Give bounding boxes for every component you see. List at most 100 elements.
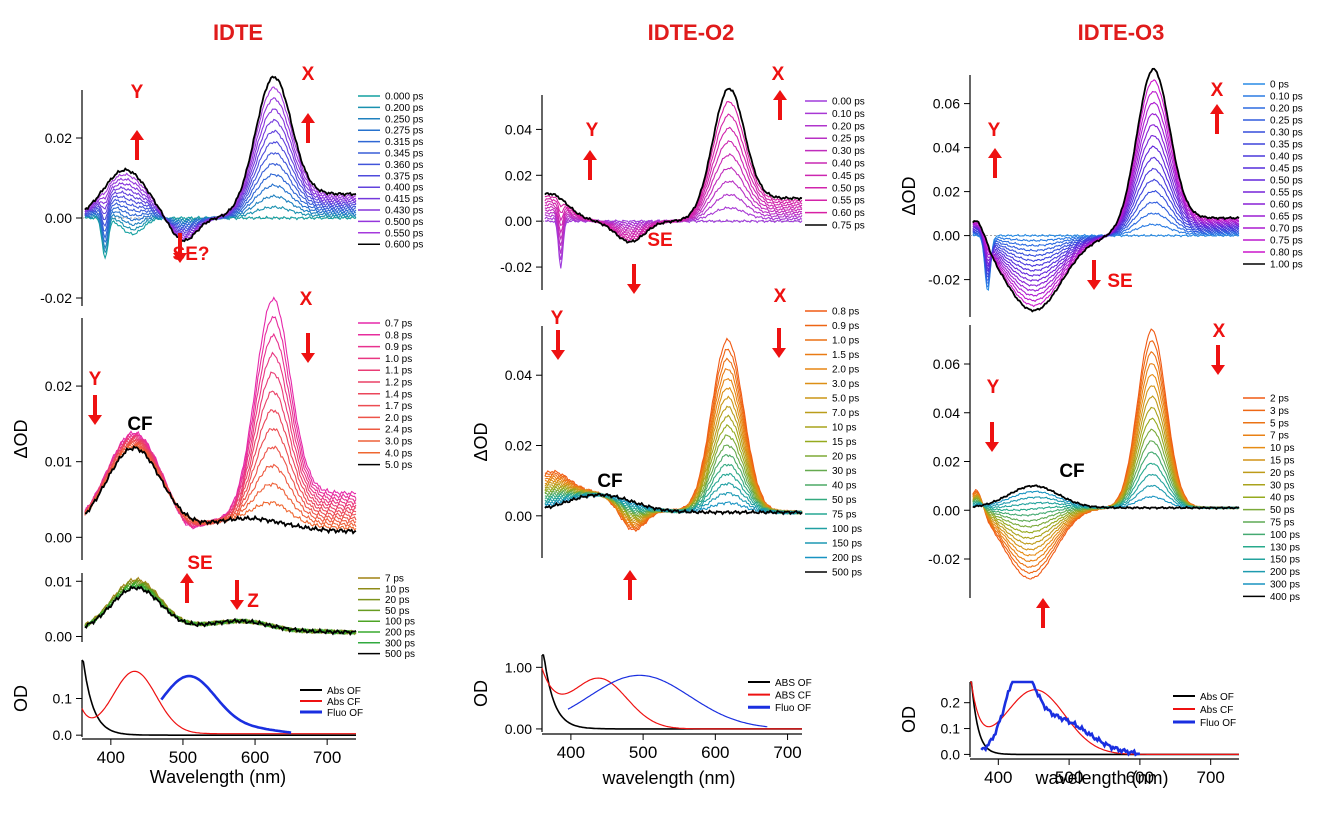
col0-panel0-legend-label: 0.400 ps [385, 183, 423, 194]
col1-x-tick-label: 500 [629, 743, 657, 762]
col0-panel2-series-line [84, 585, 357, 636]
col2-panel0-legend-label: 0.45 ps [1270, 164, 1303, 175]
col1-panel1-legend-label: 500 ps [832, 568, 862, 579]
col0-panel0-legend-label: 0.430 ps [385, 206, 423, 217]
col2-x-tick-label: 400 [984, 768, 1012, 787]
col0-panel2-legend-label: 10 ps [385, 584, 409, 595]
col2-panel1-legend-label: 30 ps [1270, 480, 1294, 491]
col0-panel1-annotation-label: Y [89, 369, 102, 390]
col1-panel0-y-tick-label: 0.02 [505, 167, 532, 183]
col0-panel1-legend-label: 1.4 ps [385, 389, 412, 400]
col2-panel0-y-tick-label: 0.02 [933, 184, 960, 200]
col1-panel1-legend-label: 30 ps [832, 466, 856, 477]
col2-panel1-legend-label: 15 ps [1270, 456, 1294, 467]
col1-panel1-legend-label: 100 ps [832, 524, 862, 535]
col0-panel0-legend-label: 0.315 ps [385, 137, 423, 148]
col1-panel0-legend-label: 0.50 ps [832, 183, 865, 194]
col2-panel1-annotation-label: CF [1059, 461, 1084, 482]
col0-panel1-legend-label: 1.7 ps [385, 401, 412, 412]
col1-panel1-legend-label: 0.9 ps [832, 321, 859, 332]
col2-panel2-y-tick-label: 0.0 [941, 746, 961, 762]
col2-panel1-legend-label: 100 ps [1270, 530, 1300, 541]
col1-panel0-legend-label: 0.00 ps [832, 97, 865, 108]
col1-panel0-y-tick-label: 0.00 [505, 213, 532, 229]
col2-panel0-series-line [972, 113, 1240, 292]
col2-panel2-legend-label: Fluo OF [1200, 718, 1236, 729]
col0-panel2-legend-label: 20 ps [385, 595, 409, 606]
col1-panel0-annotation-label: X [772, 64, 785, 85]
col1-panel0-annotation-arrowhead [627, 284, 641, 294]
col2-panel1-legend-label: 50 ps [1270, 505, 1294, 516]
col0-panel0-annotation-arrowhead [173, 253, 187, 263]
col2-panel2-y-axis-label: OD [899, 706, 919, 733]
col1-panel1-annotation-label: Y [551, 308, 564, 329]
col1-panel1-legend-label: 15 ps [832, 437, 856, 448]
col2-panel1-series-line [972, 373, 1240, 557]
col1-panel1-legend-label: 75 ps [832, 510, 856, 521]
x-axis-label-idte: Wavelength (nm) [150, 767, 286, 787]
col0-panel0-legend-label: 0.000 ps [385, 92, 423, 103]
column-title-idte-o3: IDTE-O3 [1078, 20, 1165, 45]
col2-panel1-legend-label: 10 ps [1270, 443, 1294, 454]
col2-panel0-annotation-label: Y [988, 120, 1001, 141]
col2-panel0-y-axis-label: ΔOD [899, 176, 919, 215]
col2-panel1-series-line [972, 473, 1240, 510]
col0-panel0-legend-label: 0.360 ps [385, 160, 423, 171]
col1-panel1-legend-label: 1.5 ps [832, 350, 859, 361]
col1-panel0-legend-label: 0.20 ps [832, 121, 865, 132]
col1-panel1-legend-label: 150 ps [832, 539, 862, 550]
col0-panel0-y-tick-label: -0.02 [40, 290, 72, 306]
col2-panel1-legend-label: 7 ps [1270, 431, 1289, 442]
col1-panel1-series-line [544, 423, 803, 519]
col2-panel0-series-line [972, 167, 1240, 273]
col0-panel3-legend-label: Fluo OF [327, 708, 363, 719]
col2-panel2-legend-label: Abs OF [1200, 692, 1234, 703]
col2-panel2-line-abs-cf [969, 681, 1239, 755]
col1-panel1-annotation-label: CF [597, 471, 622, 492]
col1-panel1-legend-label: 200 ps [832, 553, 862, 564]
col1-panel0-series-line [544, 166, 802, 241]
col1-panel2-legend-label: ABS CF [775, 691, 811, 702]
col2-panel2-y-tick-label: 0.2 [941, 695, 961, 711]
col0-panel2-y-tick-label: 0.00 [45, 628, 72, 644]
col1-panel0-y-tick-label: 0.04 [505, 121, 532, 137]
col1-panel1-legend-label: 10 ps [832, 423, 856, 434]
col1-panel0-legend-label: 0.55 ps [832, 196, 865, 207]
col0-panel2-annotation-arrowhead [230, 600, 244, 610]
col2-panel1-legend-label: 5 ps [1270, 418, 1289, 429]
col2-panel0-legend-label: 0.30 ps [1270, 128, 1303, 139]
col0-panel1-y-axis-label: ΔOD [11, 419, 31, 458]
col2-panel0-annotation-arrowhead [988, 148, 1002, 158]
col2-x-tick-label: 700 [1196, 768, 1224, 787]
col2-panel0-y-tick-label: 0.06 [933, 96, 960, 112]
col2-panel0-y-tick-label: 0.00 [933, 228, 960, 244]
col2-panel1-legend-label: 400 ps [1270, 592, 1300, 603]
col0-panel1-y-tick-label: 0.01 [45, 454, 72, 470]
col0-panel1-legend-label: 3.0 ps [385, 437, 412, 448]
col0-panel0-annotation-label: X [302, 64, 315, 85]
col2-panel1-y-tick-label: 0.02 [933, 454, 960, 470]
col1-panel1-y-tick-label: 0.04 [505, 367, 532, 383]
col0-panel1-series-line [84, 445, 357, 535]
col0-panel1-legend-label: 0.7 ps [385, 319, 412, 330]
col2-panel1-legend-label: 75 ps [1270, 518, 1294, 529]
col2-panel2-y-tick-label: 0.1 [941, 721, 961, 737]
col1-panel0-series-line [544, 87, 803, 244]
col1-panel0-legend-label: 0.30 ps [832, 146, 865, 157]
column-title-idte: IDTE [213, 20, 263, 45]
col0-panel1-series-line [84, 442, 357, 528]
col1-panel0-series-line [544, 218, 803, 269]
col0-panel0-legend-label: 0.200 ps [385, 103, 423, 114]
col2-panel0-series-line [972, 67, 1240, 313]
col0-panel0-series-line [84, 108, 357, 237]
col0-panel1-legend-label: 1.1 ps [385, 366, 412, 377]
col0-panel0-legend-label: 0.415 ps [385, 194, 423, 205]
col2-x-tick-label: 500 [1055, 768, 1083, 787]
col2-panel1-series-line [972, 395, 1240, 546]
col2-panel0-annotation-arrowhead [1210, 104, 1224, 114]
col1-x-tick-label: 600 [701, 743, 729, 762]
col0-panel0-legend-label: 0.550 ps [385, 228, 423, 239]
col0-panel1-legend-label: 1.0 ps [385, 354, 412, 365]
col0-panel0-annotation-arrowhead [130, 130, 144, 140]
col2-panel0-legend-label: 0.75 ps [1270, 236, 1303, 247]
